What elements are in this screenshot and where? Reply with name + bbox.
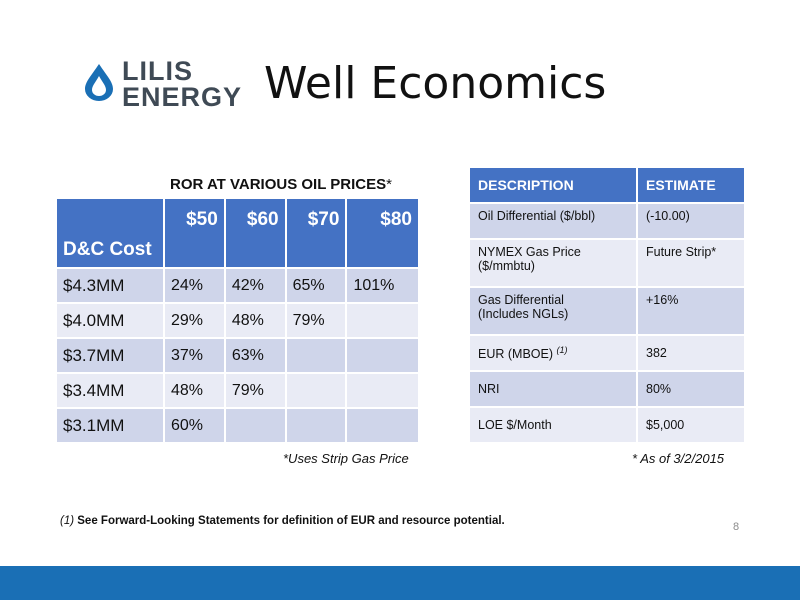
ror-cell: 29% <box>163 302 226 339</box>
ror-cell: 48% <box>163 372 226 409</box>
table-row: $3.4MM 48% 79% <box>55 372 420 409</box>
estimate-cell: 382 <box>636 334 746 372</box>
description-line: Gas Differential <box>478 293 564 307</box>
cost-cell: $3.4MM <box>55 372 165 409</box>
description-line: NYMEX Gas Price <box>478 245 581 259</box>
ror-cell <box>345 407 420 444</box>
cost-cell: $3.1MM <box>55 407 165 444</box>
table-row: NRI 80% <box>468 370 746 408</box>
ror-cell <box>345 302 420 339</box>
table-row: Oil Differential ($/bbl) (-10.00) <box>468 202 746 240</box>
estimates-header-row: DESCRIPTION ESTIMATE <box>468 166 746 204</box>
table-row: $4.3MM 24% 42% 65% 101% <box>55 267 420 304</box>
footnote-mark: (1) <box>556 344 568 355</box>
ror-table-note: *Uses Strip Gas Price <box>283 451 409 466</box>
header-price-50: $50 <box>163 197 226 269</box>
ror-cell: 63% <box>223 337 287 374</box>
description-line: ($/mmbtu) <box>478 259 535 273</box>
footnote: (1) See Forward-Looking Statements for d… <box>60 515 505 527</box>
estimates-table-note: * As of 3/2/2015 <box>632 451 725 466</box>
footnote-text: See Forward-Looking Statements for defin… <box>77 515 505 527</box>
description-cell: NRI <box>468 370 638 408</box>
estimate-cell: (-10.00) <box>636 202 746 240</box>
ror-cell <box>223 407 287 444</box>
header-price-80: $80 <box>345 197 420 269</box>
table-row: $4.0MM 29% 48% 79% <box>55 302 420 339</box>
cost-cell: $4.3MM <box>55 267 165 304</box>
ror-cell: 24% <box>163 267 226 304</box>
ror-cell: 101% <box>345 267 420 304</box>
ror-table: D&C Cost $50 $60 $70 $80 $4.3MM 24% 42% … <box>55 197 420 444</box>
ror-cell: 79% <box>223 372 287 409</box>
ror-cell: 42% <box>223 267 287 304</box>
estimate-cell: Future Strip* <box>636 238 746 288</box>
table-row: EUR (MBOE) (1) 382 <box>468 334 746 372</box>
logo-text-lilis: LILIS <box>122 56 193 86</box>
footnote-mark: (1) <box>60 515 75 527</box>
ror-cell: 48% <box>223 302 287 339</box>
table-row: $3.7MM 37% 63% <box>55 337 420 374</box>
ror-table-caption: ROR AT VARIOUS OIL PRICES* <box>170 176 392 193</box>
header-price-70: $70 <box>284 197 348 269</box>
description-cell: LOE $/Month <box>468 406 638 444</box>
ror-cell: 60% <box>163 407 226 444</box>
oil-drop-icon <box>85 64 113 101</box>
description-line: (Includes NGLs) <box>478 307 569 321</box>
ror-cell <box>284 337 348 374</box>
description-cell: Oil Differential ($/bbl) <box>468 202 638 240</box>
description-cell: Gas Differential (Includes NGLs) <box>468 286 638 336</box>
table-row: Gas Differential (Includes NGLs) +16% <box>468 286 746 336</box>
ror-cell: 37% <box>163 337 226 374</box>
ror-cell <box>284 407 348 444</box>
header-price-60: $60 <box>223 197 287 269</box>
ror-cell: 65% <box>284 267 348 304</box>
description-cell: EUR (MBOE) (1) <box>468 334 638 372</box>
footer-bar <box>0 566 800 600</box>
company-logo: LILIS ENERGY <box>82 58 242 120</box>
header-dc-cost: D&C Cost <box>55 197 165 269</box>
description-cell: NYMEX Gas Price ($/mmbtu) <box>468 238 638 288</box>
estimates-table: DESCRIPTION ESTIMATE Oil Differential ($… <box>468 166 746 444</box>
ror-caption-mark: * <box>386 176 392 193</box>
ror-cell <box>345 337 420 374</box>
ror-cell <box>345 372 420 409</box>
header-description: DESCRIPTION <box>468 166 638 204</box>
estimate-cell: $5,000 <box>636 406 746 444</box>
ror-cell: 79% <box>284 302 348 339</box>
estimate-cell: +16% <box>636 286 746 336</box>
ror-table-header-row: D&C Cost $50 $60 $70 $80 <box>55 197 420 269</box>
description-text: EUR (MBOE) <box>478 347 553 362</box>
estimate-cell: 80% <box>636 370 746 408</box>
ror-cell <box>284 372 348 409</box>
logo-text-energy: ENERGY <box>122 82 243 112</box>
page-number: 8 <box>733 521 740 533</box>
table-row: LOE $/Month $5,000 <box>468 406 746 444</box>
cost-cell: $4.0MM <box>55 302 165 339</box>
table-row: $3.1MM 60% <box>55 407 420 444</box>
page-title: Well Economics <box>264 58 607 109</box>
header-estimate: ESTIMATE <box>636 166 746 204</box>
table-row: NYMEX Gas Price ($/mmbtu) Future Strip* <box>468 238 746 288</box>
ror-caption-text: ROR AT VARIOUS OIL PRICES <box>170 176 387 193</box>
cost-cell: $3.7MM <box>55 337 165 374</box>
